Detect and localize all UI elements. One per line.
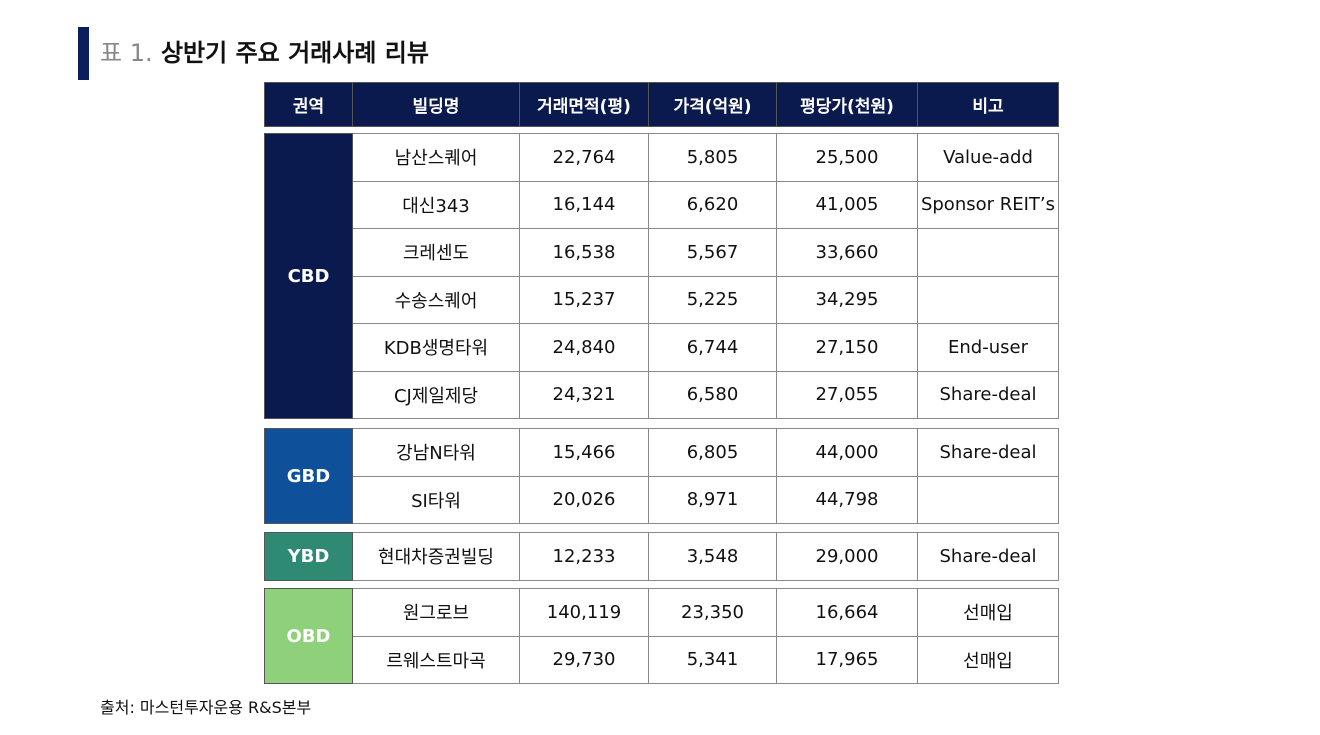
building-name-cell: CJ제일제당 <box>352 370 520 419</box>
building-name-cell: 현대차증권빌딩 <box>352 532 520 581</box>
column-header: 비고 <box>917 82 1059 127</box>
title-accent-bar <box>78 27 89 80</box>
table-row: SI타워 20,026 8,971 44,798 <box>265 475 1059 524</box>
column-header: 평당가(천원) <box>776 82 918 127</box>
region-cell: CBD <box>264 133 353 419</box>
price-cell: 5,805 <box>648 133 777 182</box>
building-name-cell: 원그로브 <box>352 588 520 637</box>
table-row: 르웨스트마곡 29,730 5,341 17,965 선매입 <box>265 635 1059 684</box>
area-cell: 22,764 <box>519 133 649 182</box>
table-row: CBD 남산스퀘어 22,764 5,805 25,500 Value-add <box>264 133 1059 419</box>
building-name-cell: KDB생명타워 <box>352 323 520 372</box>
region-group-gbd: GBD 강남N타워 15,466 6,805 44,000 Share-deal SI타워 2… <box>264 428 1059 524</box>
area-cell: 29,730 <box>519 635 649 684</box>
table-header: 권역 빌딩명 거래면적(평) 가격(억원) 평당가(천원) 비고 <box>264 82 1059 127</box>
note-cell: Sponsor REIT’s <box>917 180 1059 229</box>
price-cell: 8,971 <box>648 475 777 524</box>
price-cell: 23,350 <box>648 588 777 637</box>
source-note: 출처: 마스턴투자운용 R&S본부 <box>100 698 312 717</box>
building-name-cell: 르웨스트마곡 <box>352 635 520 684</box>
table-row: 수송스퀘어 15,237 5,225 34,295 <box>265 275 1059 324</box>
table-number: 표 1. <box>100 39 153 67</box>
price-per-pyeong-cell: 27,150 <box>776 323 918 372</box>
page-title: 표 1. 상반기 주요 거래사례 리뷰 <box>100 33 429 68</box>
table-row: CJ제일제당 24,321 6,580 27,055 Share-deal <box>265 370 1059 419</box>
column-header: 빌딩명 <box>352 82 520 127</box>
price-cell: 5,225 <box>648 275 777 324</box>
area-cell: 16,538 <box>519 228 649 277</box>
region-group-obd: OBD 원그로브 140,119 23,350 16,664 선매입 르웨스트마곡 29,73… <box>264 588 1059 684</box>
area-cell: 24,840 <box>519 323 649 372</box>
price-per-pyeong-cell: 33,660 <box>776 228 918 277</box>
price-per-pyeong-cell: 17,965 <box>776 635 918 684</box>
area-cell: 20,026 <box>519 475 649 524</box>
table-row: YBD 현대차증권빌딩 12,233 3,548 29,000 Share-deal <box>264 532 1059 581</box>
area-cell: 24,321 <box>519 370 649 419</box>
region-cell: OBD <box>264 588 353 684</box>
column-header: 거래면적(평) <box>519 82 649 127</box>
price-cell: 6,580 <box>648 370 777 419</box>
table-row: GBD 강남N타워 15,466 6,805 44,000 Share-deal <box>264 428 1059 524</box>
note-cell <box>917 228 1059 277</box>
price-cell: 3,548 <box>648 532 777 581</box>
table-row: 크레센도 16,538 5,567 33,660 <box>265 228 1059 277</box>
price-per-pyeong-cell: 29,000 <box>776 532 918 581</box>
note-cell: Share-deal <box>917 532 1059 581</box>
area-cell: 16,144 <box>519 180 649 229</box>
price-cell: 6,805 <box>648 428 777 477</box>
region-cell: GBD <box>264 428 353 524</box>
region-cell: YBD <box>264 532 353 581</box>
region-group-ybd: YBD 현대차증권빌딩 12,233 3,548 29,000 Share-deal <box>264 532 1059 581</box>
note-cell <box>917 475 1059 524</box>
price-per-pyeong-cell: 16,664 <box>776 588 918 637</box>
price-per-pyeong-cell: 41,005 <box>776 180 918 229</box>
price-per-pyeong-cell: 44,000 <box>776 428 918 477</box>
area-cell: 140,119 <box>519 588 649 637</box>
building-name-cell: 강남N타워 <box>352 428 520 477</box>
note-cell: 선매입 <box>917 635 1059 684</box>
area-cell: 15,466 <box>519 428 649 477</box>
price-cell: 5,341 <box>648 635 777 684</box>
column-header: 권역 <box>264 82 353 127</box>
note-cell: Share-deal <box>917 370 1059 419</box>
region-group-cbd: CBD 남산스퀘어 22,764 5,805 25,500 Value-add 대신343 1… <box>264 133 1059 419</box>
table-row: KDB생명타워 24,840 6,744 27,150 End-user <box>265 323 1059 372</box>
price-per-pyeong-cell: 27,055 <box>776 370 918 419</box>
price-cell: 6,744 <box>648 323 777 372</box>
building-name-cell: SI타워 <box>352 475 520 524</box>
note-cell <box>917 275 1059 324</box>
price-per-pyeong-cell: 25,500 <box>776 133 918 182</box>
table-row: OBD 원그로브 140,119 23,350 16,664 선매입 <box>264 588 1059 684</box>
column-header: 가격(억원) <box>648 82 777 127</box>
note-cell: End-user <box>917 323 1059 372</box>
building-name-cell: 크레센도 <box>352 228 520 277</box>
price-cell: 6,620 <box>648 180 777 229</box>
note-cell: 선매입 <box>917 588 1059 637</box>
building-name-cell: 남산스퀘어 <box>352 133 520 182</box>
building-name-cell: 대신343 <box>352 180 520 229</box>
title-text: 상반기 주요 거래사례 리뷰 <box>160 39 429 67</box>
price-per-pyeong-cell: 34,295 <box>776 275 918 324</box>
price-per-pyeong-cell: 44,798 <box>776 475 918 524</box>
table-row: 대신343 16,144 6,620 41,005 Sponsor REIT’s <box>265 180 1059 229</box>
note-cell: Value-add <box>917 133 1059 182</box>
building-name-cell: 수송스퀘어 <box>352 275 520 324</box>
price-cell: 5,567 <box>648 228 777 277</box>
area-cell: 12,233 <box>519 532 649 581</box>
area-cell: 15,237 <box>519 275 649 324</box>
note-cell: Share-deal <box>917 428 1059 477</box>
